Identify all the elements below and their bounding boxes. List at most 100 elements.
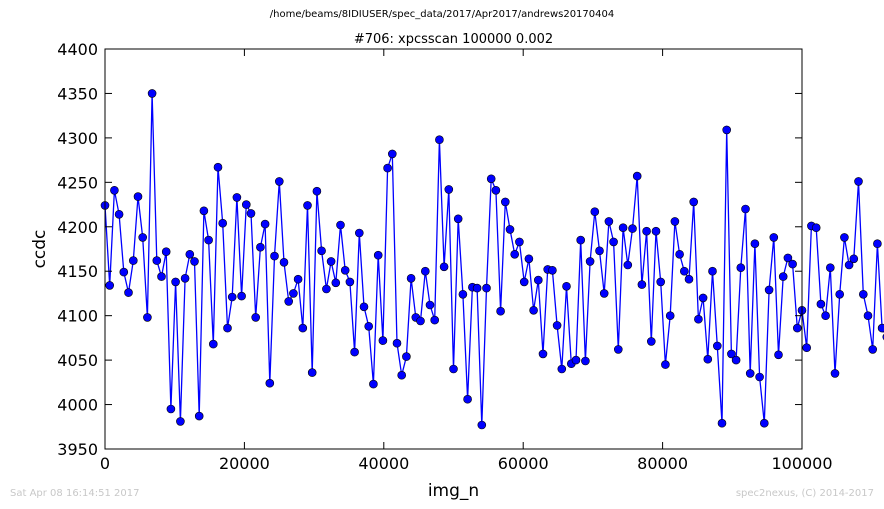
data-point bbox=[548, 265, 557, 275]
data-point bbox=[458, 289, 468, 299]
x-tick-label: 100000 bbox=[771, 454, 832, 473]
data-point bbox=[727, 349, 736, 359]
data-point bbox=[312, 186, 322, 196]
y-tick-label: 4350 bbox=[57, 84, 98, 103]
data-point bbox=[722, 125, 732, 135]
data-point bbox=[519, 277, 529, 287]
data-point bbox=[364, 321, 374, 331]
data-point bbox=[844, 260, 854, 270]
y-axis-label: ccdc bbox=[30, 230, 50, 269]
data-point bbox=[350, 347, 359, 357]
data-point bbox=[868, 345, 878, 354]
data-point bbox=[237, 291, 246, 301]
data-point bbox=[397, 370, 407, 380]
data-point bbox=[656, 277, 666, 287]
y-tick-label: 4150 bbox=[57, 262, 98, 281]
x-tick-label: 60000 bbox=[498, 454, 549, 473]
data-point bbox=[143, 313, 152, 322]
data-point bbox=[515, 237, 524, 247]
data-point bbox=[246, 209, 256, 218]
data-point bbox=[557, 364, 567, 374]
data-point bbox=[769, 233, 779, 242]
data-point bbox=[260, 219, 270, 229]
data-point bbox=[604, 217, 614, 226]
figure-supertitle: /home/beams/8IDIUSER/spec_data/2017/Apr2… bbox=[269, 9, 615, 20]
data-point bbox=[505, 225, 515, 234]
series-line bbox=[104, 93, 884, 426]
data-point bbox=[811, 223, 821, 232]
data-point bbox=[703, 354, 713, 364]
data-point bbox=[251, 313, 260, 322]
data-point bbox=[265, 378, 275, 388]
data-point bbox=[223, 323, 232, 333]
data-point bbox=[854, 177, 863, 186]
data-point bbox=[529, 305, 538, 315]
data-point bbox=[858, 289, 868, 299]
data-point bbox=[599, 289, 609, 298]
footer-timestamp: Sat Apr 08 16:14:51 2017 bbox=[10, 488, 140, 499]
data-point bbox=[628, 224, 637, 233]
data-point bbox=[552, 321, 562, 330]
data-point bbox=[741, 204, 750, 214]
data-point bbox=[463, 394, 472, 404]
data-point bbox=[180, 273, 190, 283]
data-point bbox=[482, 283, 491, 293]
data-point bbox=[764, 285, 774, 295]
data-point bbox=[788, 259, 797, 269]
data-point bbox=[745, 369, 755, 378]
data-point bbox=[435, 135, 444, 144]
data-point bbox=[637, 280, 647, 289]
data-point bbox=[369, 379, 378, 389]
x-tick-label: 0 bbox=[100, 454, 110, 473]
data-point bbox=[444, 185, 454, 194]
data-point bbox=[439, 262, 449, 272]
data-point bbox=[147, 89, 157, 98]
data-point bbox=[152, 256, 162, 265]
data-point bbox=[684, 274, 694, 284]
y-tick-label: 4000 bbox=[57, 396, 98, 415]
data-point bbox=[430, 315, 440, 325]
data-point bbox=[510, 250, 520, 259]
data-point bbox=[632, 171, 642, 181]
data-point bbox=[406, 273, 416, 283]
data-point bbox=[373, 250, 383, 260]
data-point bbox=[840, 233, 849, 242]
plot-title: #706: xpcsscan 100000 0.002 bbox=[354, 32, 553, 47]
data-point bbox=[496, 306, 505, 316]
data-point bbox=[326, 257, 336, 266]
data-point bbox=[453, 214, 463, 224]
data-point bbox=[322, 284, 331, 294]
y-tick-label: 4300 bbox=[57, 129, 98, 148]
data-point bbox=[755, 372, 764, 382]
plot-frame bbox=[104, 48, 803, 450]
data-point bbox=[387, 149, 397, 159]
y-tick-label: 4050 bbox=[57, 351, 98, 370]
data-point bbox=[378, 336, 388, 345]
data-point bbox=[816, 299, 826, 309]
data-point bbox=[256, 242, 265, 252]
data-point bbox=[124, 288, 133, 297]
data-point bbox=[759, 418, 769, 428]
data-point bbox=[562, 281, 571, 291]
data-point bbox=[712, 341, 722, 351]
data-point bbox=[289, 289, 298, 298]
data-point bbox=[651, 226, 661, 236]
data-point bbox=[119, 267, 129, 277]
footer-credit: spec2nexus, (C) 2014-2017 bbox=[735, 488, 874, 499]
data-point bbox=[613, 345, 623, 354]
data-point bbox=[218, 218, 227, 228]
data-point bbox=[274, 177, 284, 186]
data-point bbox=[345, 277, 355, 287]
data-point bbox=[284, 297, 294, 306]
y-tick-label: 4250 bbox=[57, 173, 98, 192]
data-point bbox=[227, 292, 237, 302]
data-point bbox=[665, 311, 675, 321]
data-point bbox=[110, 186, 119, 195]
data-point bbox=[731, 355, 741, 365]
data-point bbox=[675, 250, 684, 259]
data-point bbox=[524, 254, 534, 264]
data-point bbox=[821, 311, 830, 321]
data-point bbox=[354, 228, 364, 238]
data-point bbox=[449, 364, 458, 374]
